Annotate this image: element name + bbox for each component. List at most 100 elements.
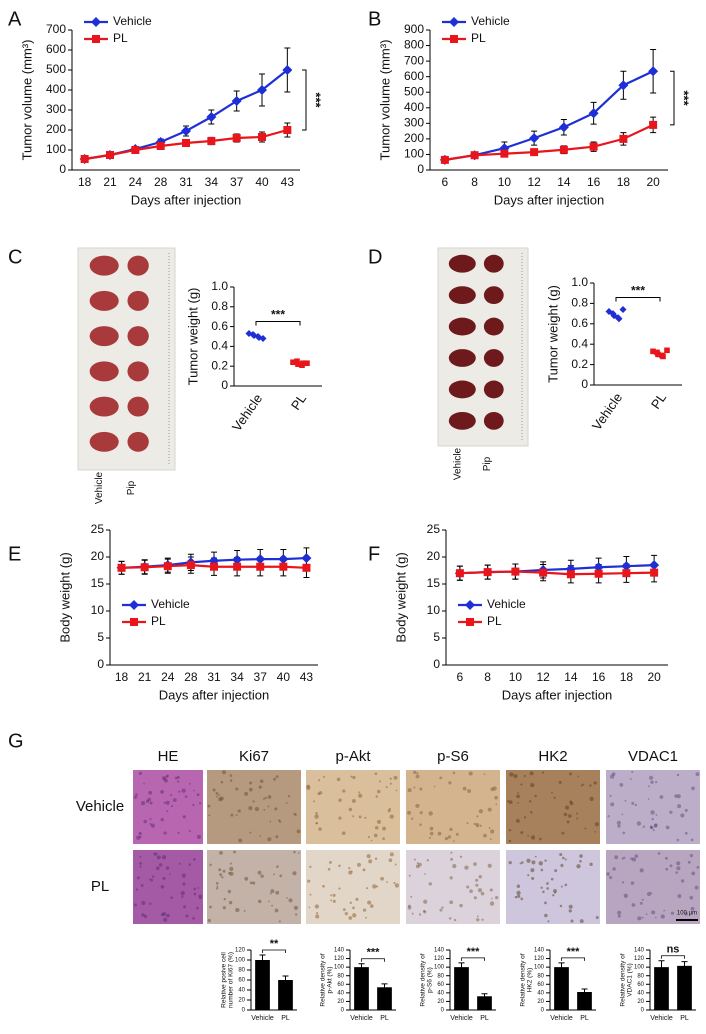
micrograph-texture xyxy=(589,796,594,801)
x-tick-label: Vehicle xyxy=(251,1015,274,1022)
micrograph-texture xyxy=(394,883,400,888)
marker xyxy=(558,122,569,133)
y-tick-label: 0.2 xyxy=(571,357,588,371)
y-tick-label: 0 xyxy=(581,377,588,391)
micrograph-texture xyxy=(358,791,361,794)
micrograph-texture xyxy=(260,874,264,878)
micrograph-texture xyxy=(684,831,688,835)
micrograph-texture xyxy=(539,837,542,841)
micrograph-texture xyxy=(352,775,356,780)
bar xyxy=(654,967,669,1010)
tumor-photo xyxy=(437,247,529,447)
micrograph-texture xyxy=(489,901,495,906)
micrograph-texture xyxy=(621,881,625,884)
y-tick-label: 40 xyxy=(437,990,444,996)
micrograph-texture xyxy=(267,795,272,799)
micrograph-texture xyxy=(448,917,452,920)
micrograph-texture xyxy=(419,811,423,815)
micrograph-texture xyxy=(367,900,372,905)
micrograph-texture xyxy=(352,906,355,910)
marker xyxy=(131,146,140,154)
micrograph-texture xyxy=(198,802,202,805)
legend-marker xyxy=(450,35,458,43)
marker xyxy=(566,570,575,579)
micrograph-texture xyxy=(657,852,661,855)
micrograph-texture xyxy=(621,813,624,816)
micrograph-texture xyxy=(139,861,143,865)
micrograph xyxy=(406,850,500,924)
micrograph-texture xyxy=(244,876,249,881)
series-line xyxy=(444,123,654,161)
y-tick-label: 200 xyxy=(46,122,66,136)
micrograph-texture xyxy=(651,817,654,821)
micrograph-texture xyxy=(481,918,484,921)
micrograph-texture xyxy=(561,831,565,835)
micrograph-texture xyxy=(376,819,382,824)
micrograph-texture xyxy=(352,815,355,818)
significance-bracket xyxy=(255,321,301,326)
micrograph-texture xyxy=(233,850,236,854)
micrograph-texture xyxy=(634,854,639,858)
y-tick-label: 140 xyxy=(434,948,445,954)
marker xyxy=(470,151,479,160)
micrograph-texture xyxy=(155,853,158,855)
y-tick-label: 100 xyxy=(235,958,246,964)
micrograph-texture xyxy=(243,909,246,912)
micrograph-texture xyxy=(308,906,311,909)
panel-letter: C xyxy=(8,246,22,268)
y-tick-label: 200 xyxy=(404,131,424,145)
micrograph-texture xyxy=(439,776,443,780)
micrograph-texture xyxy=(155,866,160,871)
micrograph-texture xyxy=(459,855,463,858)
bar xyxy=(354,967,369,1010)
micrograph-texture xyxy=(237,809,241,813)
y-axis-label: VDAC1 (%) xyxy=(627,963,634,997)
significance-bracket xyxy=(361,958,385,962)
micrograph-texture xyxy=(270,889,275,894)
micrograph-texture xyxy=(350,775,353,778)
marker xyxy=(282,65,293,75)
bar xyxy=(255,960,270,1010)
micrograph-texture xyxy=(576,817,579,820)
micrograph-texture xyxy=(455,832,459,836)
micrograph-texture xyxy=(375,885,379,888)
marker xyxy=(614,314,622,322)
micrograph-texture xyxy=(248,806,253,811)
micrograph-texture xyxy=(650,810,655,815)
x-tick-label: 37 xyxy=(254,670,268,684)
micrograph-texture xyxy=(309,893,312,896)
micrograph-texture xyxy=(540,868,544,872)
legend-label: PL xyxy=(487,614,502,628)
micrograph-texture xyxy=(275,835,279,839)
legend-marker xyxy=(92,35,100,43)
marker xyxy=(210,562,218,571)
micrograph-texture xyxy=(380,876,385,881)
y-tick-label: 60 xyxy=(437,982,444,988)
micrograph-texture xyxy=(428,882,432,886)
bar xyxy=(677,965,692,1010)
micrograph-texture xyxy=(309,865,312,869)
tumor xyxy=(89,431,119,452)
micrograph-texture xyxy=(544,901,547,905)
y-tick-label: 5 xyxy=(433,630,440,644)
micrograph-texture xyxy=(342,908,346,912)
x-tick-label: 34 xyxy=(230,670,244,684)
panel-letter: G xyxy=(8,730,24,752)
column-header: p-S6 xyxy=(437,748,469,765)
micrograph-texture xyxy=(176,780,180,783)
micrograph-texture xyxy=(676,861,681,866)
micrograph-texture xyxy=(276,865,279,868)
micrograph-texture xyxy=(462,786,467,791)
y-axis-label: Relative density of xyxy=(520,953,527,1006)
micrograph-texture xyxy=(450,857,454,861)
marker xyxy=(140,563,149,572)
micrograph-texture xyxy=(208,814,211,817)
marker xyxy=(257,85,267,95)
micrograph-texture xyxy=(367,835,370,839)
micrograph-texture xyxy=(279,874,283,878)
micrograph-texture xyxy=(188,782,191,785)
micrograph-texture xyxy=(566,820,570,824)
marker xyxy=(258,133,266,141)
y-tick-label: 0 xyxy=(242,1008,246,1014)
micrograph-texture xyxy=(448,781,452,785)
